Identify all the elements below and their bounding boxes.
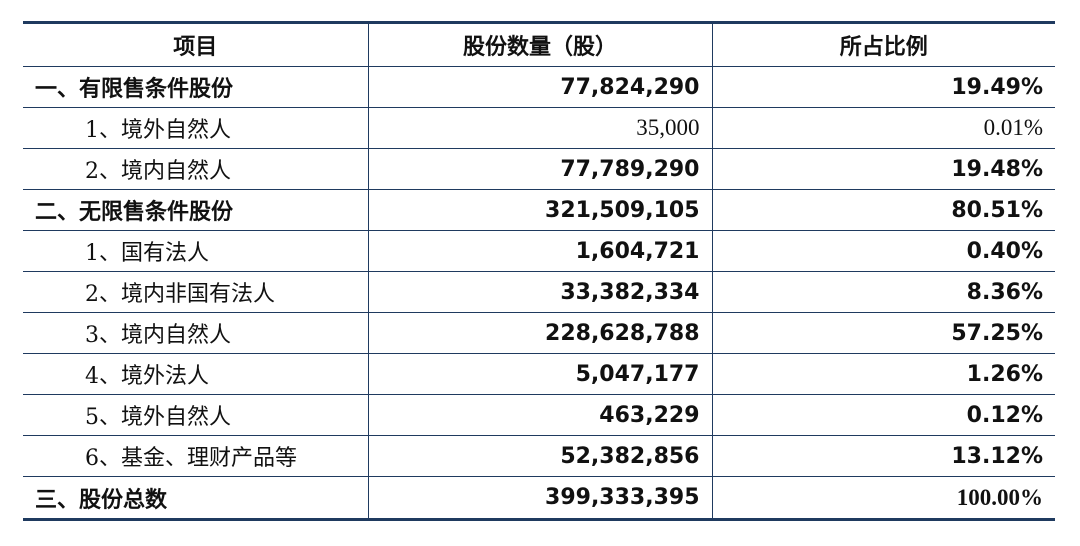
table-row: 3、境内自然人 228,628,788 57.25% (23, 312, 1055, 354)
table-row: 6、基金、理财产品等 52,382,856 13.12% (23, 435, 1055, 477)
row-ratio: 19.48% (711, 148, 1055, 190)
share-structure-table-wrapper: 项目 股份数量（股） 所占比例 一、有限售条件股份 77,824,290 19.… (23, 21, 1055, 521)
row-ratio: 0.40% (711, 230, 1055, 272)
total-label: 三、股份总数 (23, 476, 368, 520)
row-label: 一、有限售条件股份 (23, 66, 368, 108)
row-label: 2、境内自然人 (23, 148, 368, 190)
row-shares: 321,509,105 (367, 189, 712, 231)
row-label: 二、无限售条件股份 (23, 189, 368, 231)
row-shares: 77,789,290 (367, 148, 712, 190)
row-shares: 5,047,177 (367, 353, 712, 395)
row-ratio: 80.51% (711, 189, 1055, 231)
row-shares: 33,382,334 (367, 271, 712, 313)
row-ratio: 8.36% (711, 271, 1055, 313)
row-ratio: 13.12% (711, 435, 1055, 477)
row-shares: 77,824,290 (367, 66, 712, 108)
row-label: 1、国有法人 (23, 230, 368, 272)
table-total-row: 三、股份总数 399,333,395 100.00% (23, 476, 1055, 520)
share-structure-table: 项目 股份数量（股） 所占比例 一、有限售条件股份 77,824,290 19.… (23, 21, 1055, 521)
column-header-shares: 股份数量（股） (367, 22, 712, 67)
table-row: 5、境外自然人 463,229 0.12% (23, 394, 1055, 436)
row-shares: 228,628,788 (367, 312, 712, 354)
row-label: 4、境外法人 (23, 353, 368, 395)
row-ratio: 0.01% (711, 107, 1055, 149)
table-row: 2、境内自然人 77,789,290 19.48% (23, 148, 1055, 190)
table-row: 二、无限售条件股份 321,509,105 80.51% (23, 189, 1055, 231)
column-header-ratio: 所占比例 (711, 22, 1055, 67)
row-label: 5、境外自然人 (23, 394, 368, 436)
row-label: 1、境外自然人 (23, 107, 368, 149)
total-ratio: 100.00% (711, 476, 1055, 520)
table-header-row: 项目 股份数量（股） 所占比例 (23, 22, 1055, 67)
row-shares: 35,000 (367, 107, 712, 149)
row-shares: 1,604,721 (367, 230, 712, 272)
row-label: 6、基金、理财产品等 (23, 435, 368, 477)
table-row: 一、有限售条件股份 77,824,290 19.49% (23, 66, 1055, 108)
table-row: 2、境内非国有法人 33,382,334 8.36% (23, 271, 1055, 313)
row-shares: 463,229 (367, 394, 712, 436)
row-ratio: 19.49% (711, 66, 1055, 108)
row-label: 3、境内自然人 (23, 312, 368, 354)
row-ratio: 57.25% (711, 312, 1055, 354)
table-row: 1、国有法人 1,604,721 0.40% (23, 230, 1055, 272)
column-header-item: 项目 (173, 35, 218, 60)
row-ratio: 0.12% (711, 394, 1055, 436)
total-shares: 399,333,395 (367, 476, 712, 520)
row-ratio: 1.26% (711, 353, 1055, 395)
row-label: 2、境内非国有法人 (23, 271, 368, 313)
table-row: 1、境外自然人 35,000 0.01% (23, 107, 1055, 149)
table-row: 4、境外法人 5,047,177 1.26% (23, 353, 1055, 395)
row-shares: 52,382,856 (367, 435, 712, 477)
